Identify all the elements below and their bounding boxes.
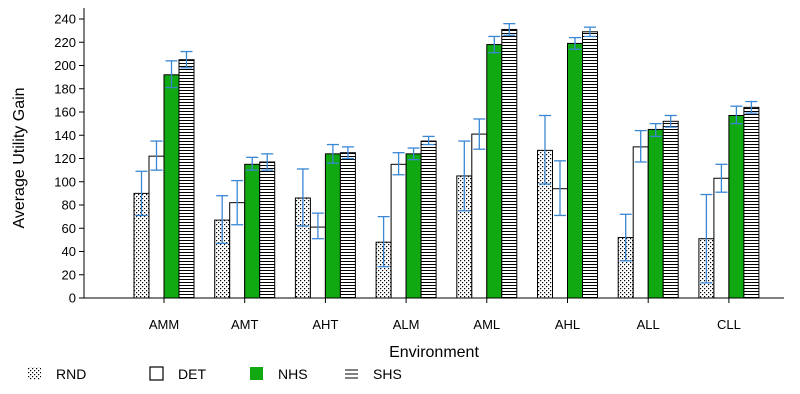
bar-shs-cll (743, 106, 760, 299)
x-tick-label: AML (473, 317, 500, 332)
error-bar-det-aml (473, 118, 486, 150)
y-tick-label: 120 (54, 151, 76, 166)
bar-nhs-aht (324, 153, 341, 299)
error-bar-rnd-ahl (539, 114, 551, 185)
bar-shs-amt (259, 161, 276, 299)
legend-label: DET (178, 366, 206, 382)
y-axis-label: Average Utility Gain (11, 87, 28, 228)
y-tick-label: 60 (62, 221, 76, 236)
error-bar-shs-amt (261, 153, 274, 171)
error-bar-nhs-amm (165, 60, 178, 89)
y-tick-label: 180 (54, 81, 76, 96)
error-bar-shs-alm (422, 135, 435, 146)
error-bar-rnd-aml (458, 140, 471, 212)
bar-det-aml (471, 133, 488, 299)
error-bar-det-aht (311, 212, 324, 240)
error-bar-nhs-alm (407, 147, 420, 161)
x-tick-label: ALM (393, 317, 420, 332)
x-tick-label: AHT (312, 317, 338, 332)
error-bar-det-amt (231, 179, 244, 226)
legend-swatch (345, 369, 358, 379)
bar-det-all (632, 146, 649, 299)
error-bar-det-alm (392, 152, 405, 176)
x-tick-label: CLL (717, 317, 741, 332)
error-bar-shs-aml (503, 22, 516, 36)
y-tick-label: 140 (54, 128, 76, 143)
legend: RND DET NHS SHS (28, 366, 402, 382)
error-bar-shs-all (664, 114, 677, 128)
bar-nhs-alm (405, 153, 422, 299)
error-bar-nhs-aht (326, 143, 339, 164)
bar-shs-ahl (582, 31, 598, 299)
bar-det-cll (713, 177, 730, 299)
error-bar-rnd-alm (377, 215, 390, 268)
error-bar-det-ahl (554, 160, 566, 217)
bar-nhs-cll (728, 114, 745, 299)
y-tick-label: 200 (54, 58, 76, 73)
error-bar-rnd-amm (135, 170, 148, 217)
error-bar-nhs-amt (246, 156, 259, 171)
x-tick-label: AHL (555, 317, 580, 332)
error-bar-nhs-cll (730, 105, 743, 125)
error-bar-shs-aht (341, 146, 354, 160)
legend-label: NHS (278, 366, 308, 382)
plot-area (133, 22, 760, 299)
bar-shs-alm (420, 140, 437, 299)
bar-nhs-amt (244, 163, 261, 299)
y-tick-label: 80 (62, 198, 76, 213)
error-bar-shs-cll (745, 100, 758, 114)
legend-item-nhs: NHS (250, 366, 308, 382)
bar-det-amm (148, 155, 165, 299)
legend-label: SHS (373, 366, 402, 382)
y-tick-label: 100 (54, 174, 76, 189)
bar-nhs-ahl (567, 42, 583, 299)
error-bar-shs-amm (180, 50, 193, 69)
y-tick-label: 220 (54, 35, 76, 50)
y-tick-label: 240 (54, 12, 76, 27)
y-tick-label: 160 (54, 105, 76, 120)
legend-swatch (28, 367, 41, 380)
error-bar-nhs-all (649, 122, 662, 138)
legend-item-shs: SHS (345, 366, 402, 382)
legend-item-det: DET (149, 366, 206, 382)
y-tick-label: 40 (62, 244, 76, 259)
bar-det-alm (390, 163, 407, 299)
y-tick-label: 0 (69, 291, 76, 306)
error-bar-det-all (634, 129, 647, 163)
x-tick-label: ALL (637, 317, 660, 332)
bar-nhs-aml (486, 44, 503, 299)
x-axis-label: Environment (389, 344, 479, 361)
bar-nhs-all (647, 128, 664, 299)
y-tick-label: 20 (62, 267, 76, 282)
bar-shs-amm (178, 59, 195, 299)
bar-shs-aml (501, 28, 518, 299)
error-bar-det-amm (150, 140, 163, 171)
legend-swatch (149, 366, 164, 381)
legend-swatch (250, 367, 263, 380)
bar-shs-aht (339, 152, 356, 299)
legend-item-rnd: RND (28, 366, 86, 382)
error-bar-rnd-cll (700, 193, 713, 284)
error-bar-rnd-all (619, 213, 632, 262)
error-bar-rnd-amt (216, 195, 229, 245)
error-bar-rnd-aht (296, 168, 309, 227)
bar-shs-all (662, 120, 679, 299)
legend-label: RND (56, 366, 86, 382)
error-bar-shs-ahl (584, 26, 596, 38)
error-bar-nhs-ahl (569, 36, 581, 50)
error-bar-nhs-aml (488, 35, 501, 54)
error-bar-det-cll (715, 163, 728, 193)
bar-nhs-amm (163, 74, 180, 299)
x-tick-label: AMT (231, 317, 259, 332)
axes: 0 20 40 60 80 100 120 140 160 180 200 220 240 AMM AMT A… (54, 8, 784, 332)
x-tick-label: AMM (149, 317, 179, 332)
